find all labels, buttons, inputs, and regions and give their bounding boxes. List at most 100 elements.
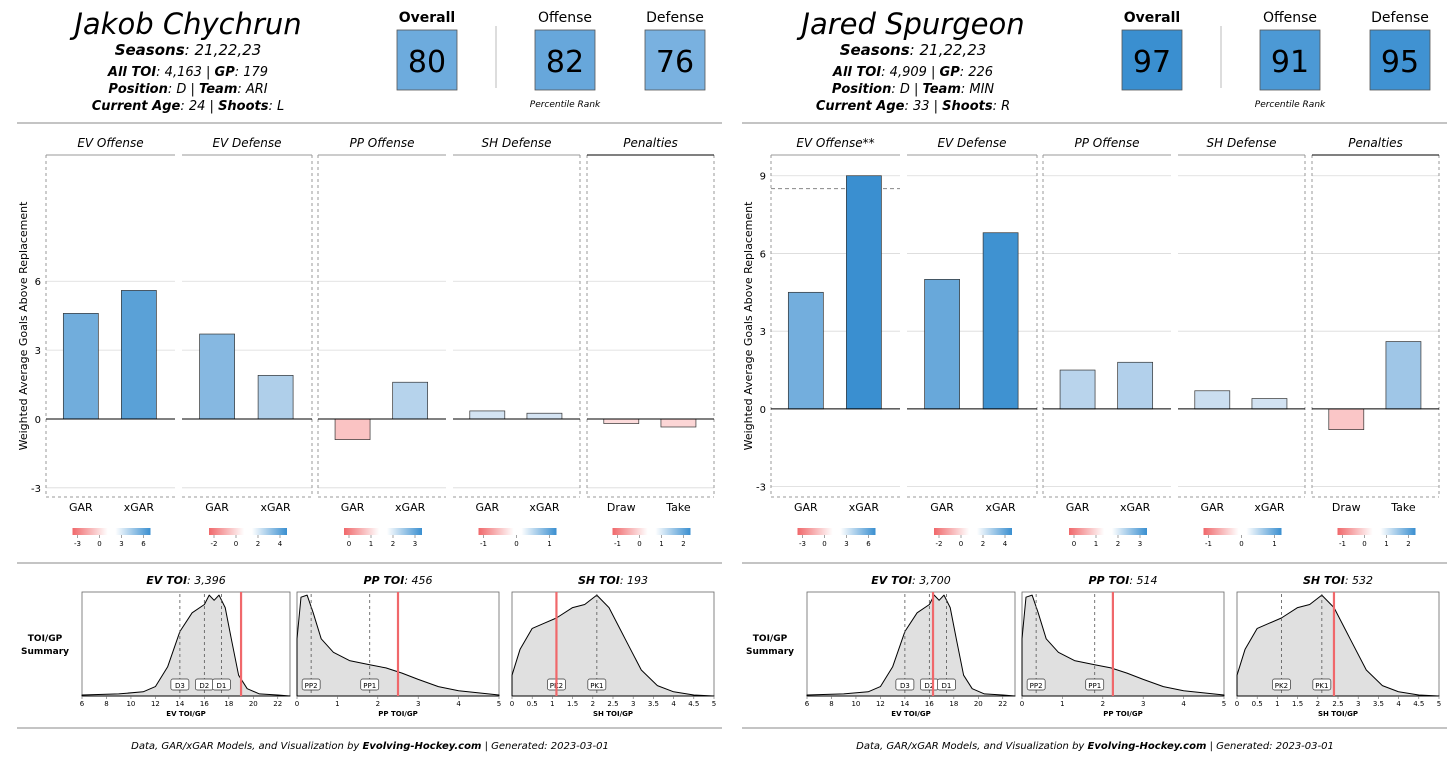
- role-marker-box: [1026, 678, 1046, 691]
- panel-title: Penalties: [623, 136, 678, 150]
- player-name: Jakob Chychrun: [69, 7, 301, 41]
- legend-tick-label: -3: [799, 540, 806, 548]
- footer-credit: Data, GAR/xGAR Models, and Visualization…: [856, 741, 1334, 752]
- gar-panel-ev-offense-: EV Offense** GAR xGAR -3 0 3 6: [770, 136, 900, 548]
- role-marker-label: PP2: [1030, 682, 1043, 690]
- role-marker-label: PK1: [590, 682, 603, 690]
- gar-panel-penalties: Penalties Draw Take -1 0 1 2: [1311, 136, 1440, 548]
- legend-tick-label: 0: [959, 540, 963, 548]
- toi-gp-line: All TOI: 4,163 | GP: 179: [107, 65, 268, 80]
- text-run: : 193: [620, 574, 648, 587]
- x-tick-label: 1: [335, 700, 339, 708]
- category-label: xGAR: [260, 501, 291, 514]
- defense-rank-label: Defense: [1371, 10, 1429, 26]
- x-tick-label: 4.5: [1413, 700, 1424, 708]
- text-run: Current Age: [816, 99, 905, 114]
- category-label: GAR: [930, 501, 954, 514]
- offense-rank-value: 82: [546, 45, 584, 80]
- legend-tick-label: 2: [391, 540, 395, 548]
- legend-tick-label: -2: [936, 540, 943, 548]
- text-run: : 3,700: [912, 574, 951, 587]
- bar-gar: [469, 410, 506, 420]
- x-tick-label: 4.5: [688, 700, 699, 708]
- legend-tick-label: 3: [844, 540, 848, 548]
- toi-summary-label: TOI/GP: [753, 634, 788, 644]
- bar-gar: [62, 313, 99, 420]
- category-label: GAR: [205, 501, 229, 514]
- category-label: Take: [1390, 501, 1416, 514]
- legend-tick-label: 2: [681, 540, 685, 548]
- x-tick-label: 0: [295, 700, 299, 708]
- legend-tick-label: 6: [866, 540, 871, 548]
- overall-rank-value: 97: [1133, 45, 1171, 80]
- toi-panel-ev-toi: EV TOI: 3,700 D3 D2 D1 6 8 10 12 14 16 18 20 22 EV TO…: [805, 574, 1016, 718]
- x-tick-label: 2.5: [607, 700, 618, 708]
- text-run: PP TOI: [363, 574, 404, 587]
- text-run: : D |: [168, 82, 199, 97]
- role-marker-label: PP1: [363, 682, 376, 690]
- defense-rank-value: 95: [1381, 45, 1419, 80]
- legend-tick-label: 1: [1094, 540, 1098, 548]
- x-tick-label: 0: [510, 700, 514, 708]
- text-run: : 24 |: [180, 99, 218, 114]
- legend-tick-label: 2: [1116, 540, 1120, 548]
- panel-title: EV Offense**: [796, 136, 874, 150]
- legend-tick-label: 0: [1072, 540, 1076, 548]
- role-marker-box: [212, 678, 231, 691]
- legend-tick-label: 0: [97, 540, 101, 548]
- x-tick-label: 3: [631, 700, 635, 708]
- position-team-line: Position: D | Team: ARI: [108, 82, 267, 97]
- text-run: : 226: [960, 65, 993, 80]
- bar-draw: [1328, 408, 1365, 430]
- y-tick-label: 0: [35, 415, 41, 426]
- x-tick-label: 0: [1020, 700, 1024, 708]
- x-axis-label: PP TOI/GP: [378, 710, 417, 718]
- text-run: : 21,22,23: [910, 41, 987, 59]
- toi-panel-pp-toi: PP TOI: 456 PP2 PP1 0 1 2 3 4 5 PP TOI/GP: [295, 574, 501, 718]
- x-tick-label: 12: [151, 700, 160, 708]
- toi-summary-label: Summary: [21, 647, 69, 657]
- color-legend: [934, 528, 1012, 535]
- text-run: | Generated: 2023-03-01: [481, 741, 608, 752]
- gar-panel-sh-defense: SH Defense GAR xGAR -1 0 1: [1178, 136, 1306, 548]
- x-tick-label: 8: [829, 700, 833, 708]
- text-run: | Generated: 2023-03-01: [1206, 741, 1333, 752]
- bar-gar: [199, 333, 235, 420]
- category-label: GAR: [475, 501, 499, 514]
- legend-tick-label: 6: [141, 540, 146, 548]
- legend-tick-label: -1: [1205, 540, 1212, 548]
- text-run: Current Age: [92, 99, 181, 114]
- y-tick-label: -3: [756, 483, 766, 494]
- legend-tick-label: 0: [234, 540, 238, 548]
- bar-xgar: [526, 412, 563, 420]
- x-tick-label: 12: [876, 700, 885, 708]
- role-marker-label: D2: [924, 682, 934, 690]
- x-tick-label: 8: [104, 700, 108, 708]
- gar-panel-ev-offense: EV Offense GAR xGAR -3 0 3 6: [45, 136, 175, 548]
- category-label: Draw: [607, 501, 636, 514]
- toi-panel-sh-toi: SH TOI: 532 PK2 PK1 0 0.5 1 1.5 2 2.5 3 3.5 4 4.5 5 SH…: [1235, 574, 1441, 718]
- percentile-caption: Percentile Rank: [1255, 100, 1326, 110]
- x-tick-label: 0.5: [1252, 700, 1263, 708]
- text-run: Shoots: [218, 99, 269, 114]
- x-tick-label: 4: [456, 700, 461, 708]
- text-run: Position: [832, 82, 892, 97]
- x-tick-label: 3.5: [648, 700, 659, 708]
- x-tick-label: 20: [249, 700, 258, 708]
- text-run: EV TOI: [871, 574, 912, 587]
- x-tick-label: 20: [974, 700, 983, 708]
- toi-panel-title: PP TOI: 456: [363, 574, 432, 587]
- offense-rank-value: 91: [1271, 45, 1309, 80]
- text-run: : MIN: [961, 82, 995, 97]
- toi-panel-title: PP TOI: 514: [1088, 574, 1157, 587]
- overall-rank-box: [1121, 29, 1183, 91]
- category-label: xGAR: [985, 501, 1016, 514]
- category-label: GAR: [1200, 501, 1224, 514]
- age-shoots-line: Current Age: 24 | Shoots: L: [92, 99, 285, 114]
- toi-panel-title: EV TOI: 3,396: [146, 574, 226, 587]
- defense-rank-box: [644, 29, 706, 91]
- text-run: Shoots: [942, 99, 993, 114]
- text-run: Data, GAR/xGAR Models, and Visualization…: [856, 741, 1087, 752]
